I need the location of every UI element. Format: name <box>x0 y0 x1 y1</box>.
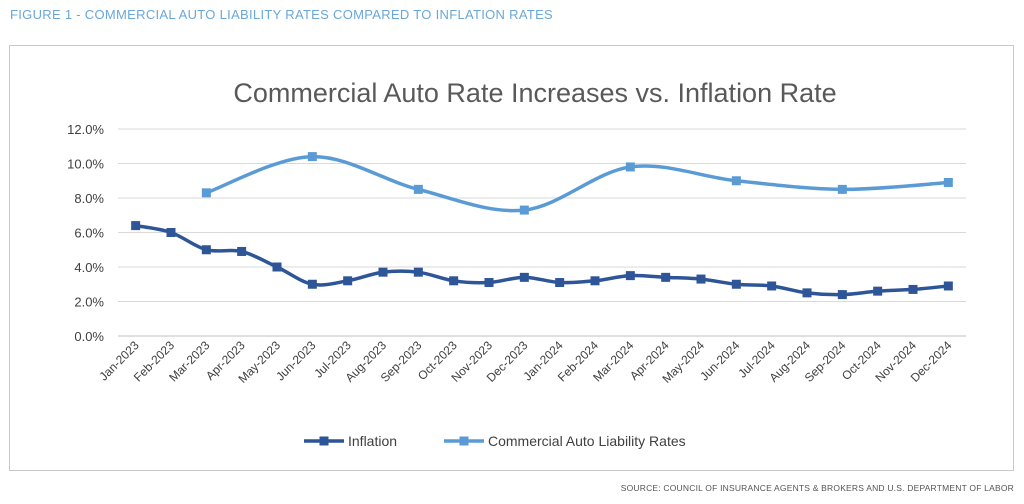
data-point-marker <box>837 184 847 194</box>
data-point-marker <box>837 290 847 300</box>
data-point-marker <box>413 267 423 277</box>
legend-label: Inflation <box>348 433 397 449</box>
chart-title: Commercial Auto Rate Increases vs. Infla… <box>233 78 836 108</box>
data-point-marker <box>873 286 883 296</box>
y-tick-label: 2.0% <box>74 295 104 310</box>
legend-label: Commercial Auto Liability Rates <box>488 433 686 449</box>
data-point-marker <box>767 281 777 291</box>
y-tick-label: 8.0% <box>74 191 104 206</box>
data-point-marker <box>943 177 953 187</box>
legend-marker <box>319 436 329 446</box>
data-point-marker <box>731 279 741 289</box>
figure-label: FIGURE 1 - COMMERCIAL AUTO LIABILITY RAT… <box>10 7 554 22</box>
series-lines <box>133 154 951 297</box>
data-point-marker <box>484 278 494 288</box>
x-tick-label: Jun-2024 <box>697 338 743 384</box>
data-point-marker <box>519 272 529 282</box>
data-point-marker <box>307 152 317 162</box>
data-point-marker <box>413 184 423 194</box>
data-point-marker <box>201 245 211 255</box>
data-point-marker <box>590 276 600 286</box>
data-point-marker <box>272 262 282 272</box>
data-point-marker <box>519 205 529 215</box>
legend-marker <box>459 436 469 446</box>
y-tick-label: 0.0% <box>74 329 104 344</box>
data-point-marker <box>731 176 741 186</box>
y-tick-label: 10.0% <box>67 157 104 172</box>
data-point-marker <box>625 162 635 172</box>
data-point-marker <box>449 276 459 286</box>
y-tick-label: 4.0% <box>74 260 104 275</box>
legend: Inflation Commercial Auto Liability Rates <box>304 433 686 449</box>
series-markers <box>131 152 953 300</box>
y-axis-ticks: 0.0% 2.0% 4.0% 6.0% 8.0% 10.0% 12.0% <box>67 122 104 344</box>
series-line <box>204 154 951 213</box>
data-point-marker <box>237 246 247 256</box>
gridlines <box>118 128 966 337</box>
data-point-marker <box>166 228 176 237</box>
source-note: SOURCE: COUNCIL OF INSURANCE AGENTS & BR… <box>620 483 1014 493</box>
data-point-marker <box>696 274 706 284</box>
data-point-marker <box>908 284 918 294</box>
series-line <box>133 223 951 297</box>
data-point-marker <box>131 221 141 231</box>
data-point-marker <box>943 281 953 291</box>
chart-frame <box>9 45 1014 471</box>
data-point-marker <box>555 278 565 288</box>
x-tick-label: Jun-2023 <box>273 338 319 384</box>
data-point-marker <box>802 288 812 298</box>
y-tick-label: 12.0% <box>67 122 104 137</box>
data-point-marker <box>378 267 388 277</box>
data-point-marker <box>201 188 211 198</box>
x-axis-ticks: Jan-2023Feb-2023Mar-2023Apr-2023May-2023… <box>97 338 955 386</box>
y-tick-label: 6.0% <box>74 226 104 241</box>
data-point-marker <box>307 279 317 289</box>
data-point-marker <box>625 271 635 281</box>
data-point-marker <box>343 276 353 286</box>
data-point-marker <box>661 272 671 282</box>
